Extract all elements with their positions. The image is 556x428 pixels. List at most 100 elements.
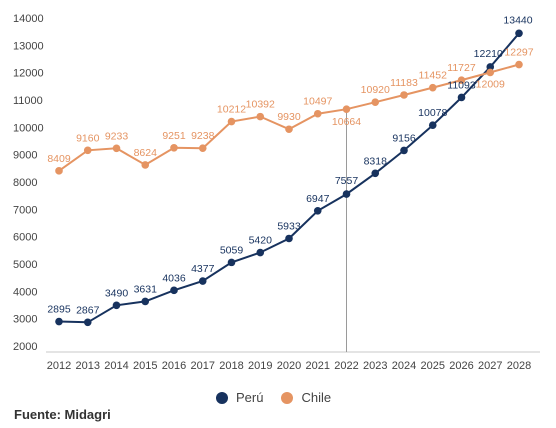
y-tick-label: 6000 xyxy=(13,232,37,244)
data-point-chile xyxy=(428,83,437,92)
x-tick-label: 2016 xyxy=(162,360,186,372)
x-tick-label: 2019 xyxy=(248,360,272,372)
data-point-peru xyxy=(515,29,523,38)
data-label-chile: 9251 xyxy=(162,130,186,142)
data-label-peru: 7557 xyxy=(335,175,359,187)
data-point-peru xyxy=(198,277,207,285)
line-chart: 2000 3000 4000 5000 6000 7000 8000 9000 10000 110… xyxy=(13,13,540,372)
y-tick-label: 7000 xyxy=(13,204,37,216)
data-label-chile: 10920 xyxy=(361,84,390,96)
data-point-chile xyxy=(141,161,150,169)
data-point-chile xyxy=(457,76,466,84)
data-label-chile: 10392 xyxy=(246,99,275,111)
data-point-chile xyxy=(371,98,380,106)
x-tick-label: 2015 xyxy=(133,360,157,372)
data-label-peru: 6947 xyxy=(306,193,330,205)
data-point-chile xyxy=(342,105,351,113)
x-tick-label: 2018 xyxy=(219,360,243,372)
data-label-peru: 5059 xyxy=(220,244,244,256)
data-label-chile: 8624 xyxy=(134,147,158,159)
data-label-peru: 5933 xyxy=(277,220,301,232)
legend: Perú Chile xyxy=(216,390,349,405)
data-label-chile: 9930 xyxy=(277,111,301,123)
legend-label-peru: Perú xyxy=(236,390,264,405)
data-point-peru xyxy=(83,318,92,327)
y-tick-label: 5000 xyxy=(13,259,37,271)
x-tick-label: 2021 xyxy=(306,360,330,372)
y-tick-label: 9000 xyxy=(13,150,37,162)
data-label-chile: 11183 xyxy=(390,77,418,89)
data-point-chile xyxy=(256,112,265,121)
data-label-chile: 12297 xyxy=(504,47,533,59)
y-tick-label: 12000 xyxy=(13,68,44,80)
data-point-peru xyxy=(342,190,351,198)
legend-marker-peru xyxy=(216,391,228,404)
data-point-chile xyxy=(313,109,322,118)
data-point-peru xyxy=(313,206,322,215)
data-point-chile xyxy=(227,117,236,126)
data-label-chile: 9238 xyxy=(191,130,215,142)
data-point-chile xyxy=(515,60,523,69)
data-point-peru xyxy=(141,297,150,306)
data-point-peru xyxy=(112,301,121,310)
data-label-peru: 2867 xyxy=(76,304,100,316)
data-label-peru: 4036 xyxy=(162,272,186,284)
data-label-peru: 4377 xyxy=(191,263,215,275)
x-tick-label: 2028 xyxy=(507,360,531,372)
data-label-chile: 11452 xyxy=(419,70,448,82)
data-point-chile xyxy=(400,91,408,99)
legend-item-chile: Chile xyxy=(281,390,331,405)
data-label-peru: 11093 xyxy=(447,79,476,91)
legend-marker-chile xyxy=(281,391,294,404)
data-point-peru xyxy=(457,93,466,102)
data-label-peru: 3631 xyxy=(134,283,158,295)
x-tick-label: 2027 xyxy=(478,360,502,372)
data-point-peru xyxy=(400,146,408,155)
source-note: Fuente: Midagri xyxy=(14,407,111,422)
data-label-peru: 2895 xyxy=(47,304,71,316)
data-label-chile: 9160 xyxy=(76,132,100,144)
x-tick-label: 2020 xyxy=(277,360,301,372)
data-label-peru: 8318 xyxy=(364,155,388,167)
data-point-chile xyxy=(486,68,495,77)
data-label-chile: 9233 xyxy=(105,130,129,142)
x-tick-label: 2012 xyxy=(47,360,71,372)
data-label-peru: 13440 xyxy=(503,14,532,26)
data-point-peru xyxy=(486,63,495,71)
y-tick-label: 13000 xyxy=(13,40,44,52)
x-tick-label: 2025 xyxy=(421,360,445,372)
data-label-chile: 10212 xyxy=(217,104,246,116)
data-point-peru xyxy=(285,234,293,243)
data-label-peru: 10078 xyxy=(418,107,447,119)
data-point-peru xyxy=(256,248,265,257)
data-label-chile: 11727 xyxy=(447,62,476,74)
data-point-chile xyxy=(55,167,63,175)
x-tick-label: 2013 xyxy=(76,360,100,372)
y-tick-label: 10000 xyxy=(13,122,44,134)
data-label-peru: 12210 xyxy=(474,48,503,60)
y-tick-label: 11000 xyxy=(13,95,43,107)
data-point-peru xyxy=(428,121,437,130)
data-point-peru xyxy=(371,169,380,178)
y-tick-label: 4000 xyxy=(13,286,37,298)
data-point-peru xyxy=(227,258,236,267)
data-point-peru xyxy=(170,286,178,295)
data-label-chile: 10664 xyxy=(332,116,361,128)
data-point-chile xyxy=(112,144,121,153)
data-label-chile: 8409 xyxy=(47,153,71,165)
data-label-chile: 12009 xyxy=(476,78,505,90)
data-point-peru xyxy=(55,317,63,326)
data-point-chile xyxy=(285,125,293,134)
x-tick-label: 2023 xyxy=(363,360,387,372)
y-tick-label: 2000 xyxy=(13,341,37,353)
data-point-chile xyxy=(170,144,178,152)
data-point-chile xyxy=(198,144,207,152)
x-tick-label: 2017 xyxy=(191,360,215,372)
data-label-peru: 3490 xyxy=(105,287,129,299)
x-tick-label: 2022 xyxy=(334,360,358,372)
x-tick-label: 2024 xyxy=(392,360,416,372)
series-line-peru xyxy=(58,32,520,324)
y-tick-label: 3000 xyxy=(13,314,37,326)
y-tick-label: 14000 xyxy=(13,13,44,25)
